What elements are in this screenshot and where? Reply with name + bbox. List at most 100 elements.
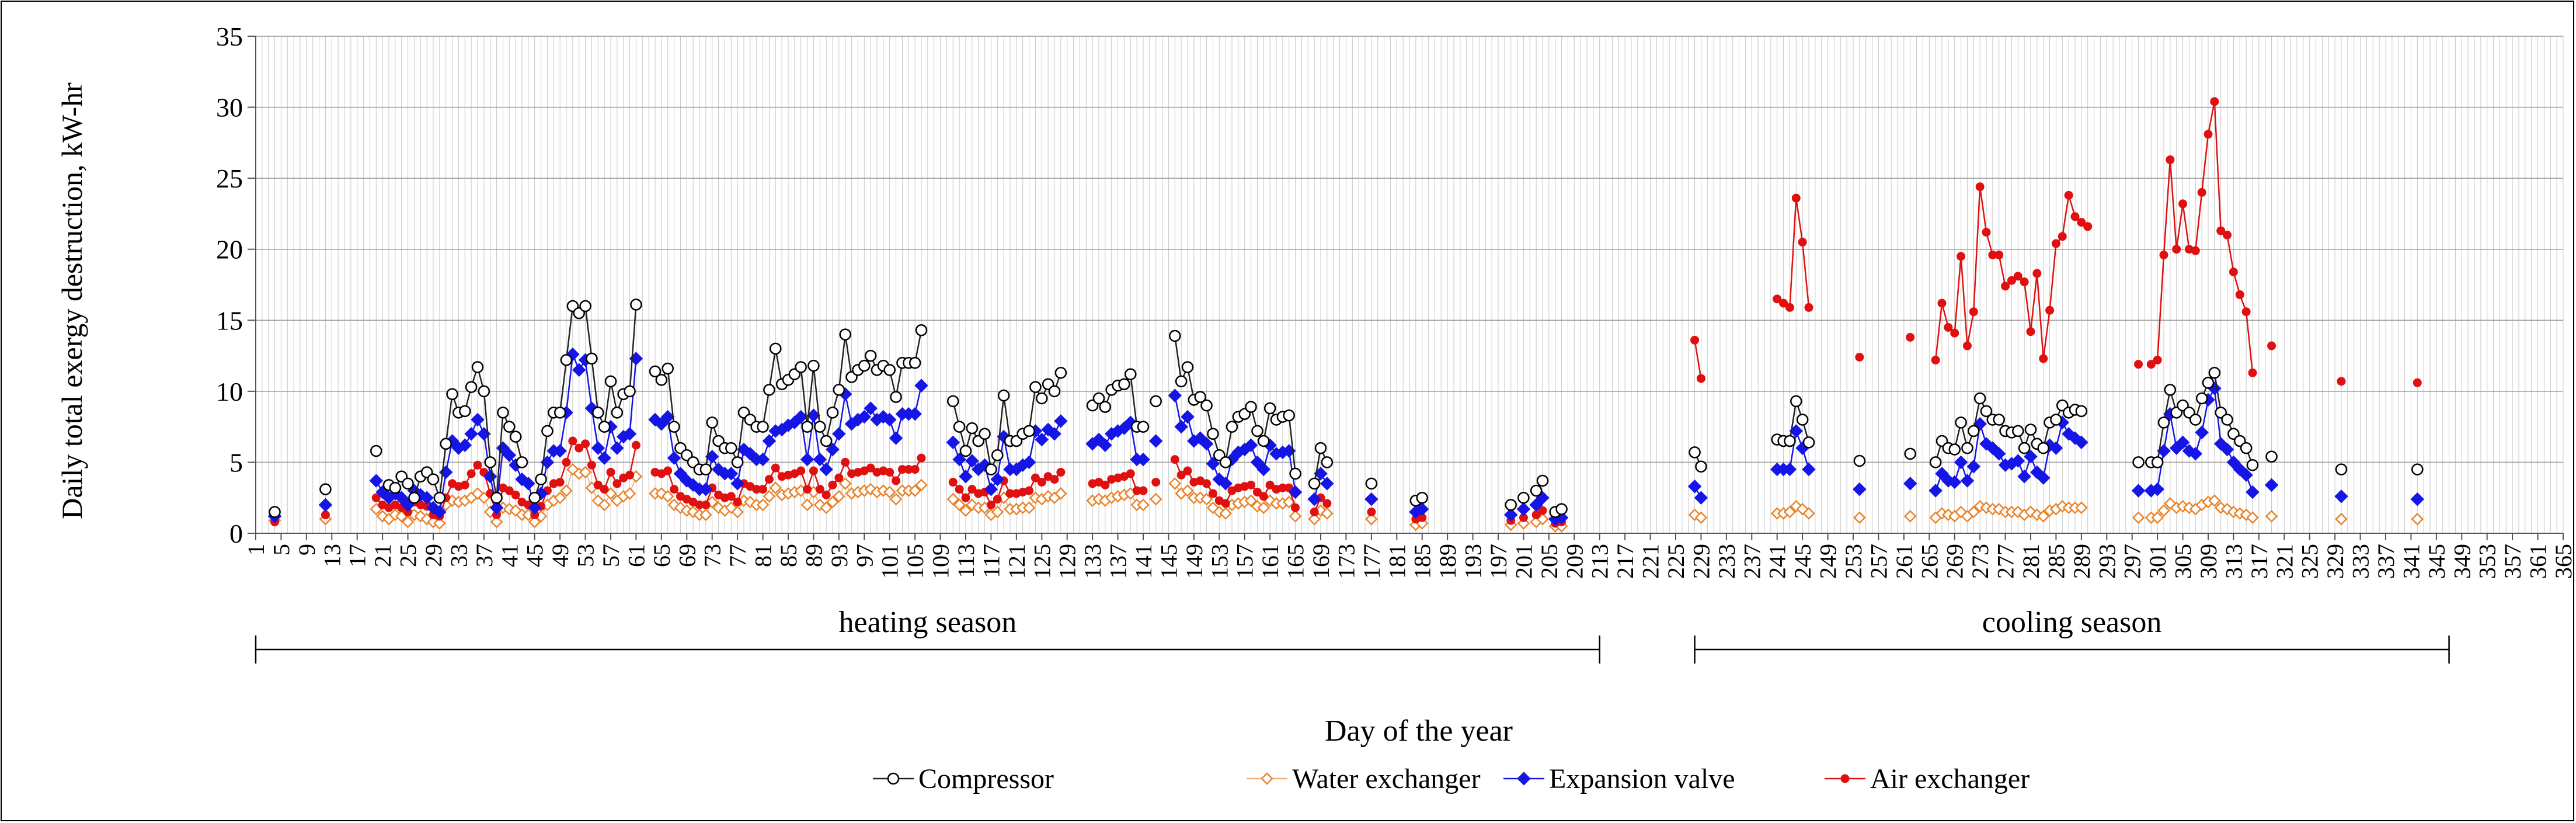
x-tick-label: 317 xyxy=(2246,544,2272,579)
data-point xyxy=(670,485,679,494)
data-point xyxy=(2239,468,2253,482)
data-point xyxy=(803,485,812,494)
data-point xyxy=(370,445,382,457)
x-tick-label: 253 xyxy=(1840,544,1867,579)
data-point xyxy=(554,491,566,504)
data-point xyxy=(883,485,896,499)
data-point xyxy=(1031,473,1040,482)
data-point xyxy=(1906,332,1915,342)
data-point xyxy=(961,493,970,502)
data-point xyxy=(1194,391,1206,403)
legend-label: Water exchanger xyxy=(1292,763,1481,794)
y-tick-label: 0 xyxy=(229,519,243,548)
data-point xyxy=(832,427,846,441)
x-tick-label: 113 xyxy=(953,544,979,578)
data-point xyxy=(1251,425,1263,437)
data-point xyxy=(1022,501,1036,515)
data-point xyxy=(489,501,504,515)
data-point xyxy=(953,498,966,512)
data-point xyxy=(947,395,959,408)
data-point xyxy=(2188,447,2202,461)
x-tick-label: 81 xyxy=(750,544,777,567)
data-point xyxy=(841,457,850,467)
x-tick-label: 93 xyxy=(826,544,852,567)
data-point xyxy=(625,470,635,480)
data-point xyxy=(1307,492,1321,506)
data-point xyxy=(731,456,744,468)
data-point xyxy=(731,505,744,519)
data-point xyxy=(2037,442,2049,454)
data-point xyxy=(948,477,958,487)
y-tick-label: 5 xyxy=(229,447,243,477)
data-point xyxy=(826,407,839,419)
x-axis-label: Day of the year xyxy=(1325,714,1513,748)
data-point xyxy=(1200,492,1213,506)
data-point xyxy=(2064,190,2073,200)
data-point xyxy=(1181,361,1194,373)
data-point xyxy=(795,361,807,373)
data-point xyxy=(600,485,609,494)
data-point xyxy=(1695,460,1707,473)
x-tick-label: 181 xyxy=(1384,544,1410,579)
season-cooling-season: cooling season xyxy=(1694,606,2450,664)
data-point xyxy=(991,449,1004,461)
data-point xyxy=(1244,438,1258,452)
data-point xyxy=(401,515,415,529)
data-point xyxy=(1929,456,1942,468)
data-point xyxy=(408,491,420,504)
y-axis-label: Daily total exergy destruction, kW-hr xyxy=(55,82,88,519)
data-point xyxy=(2026,327,2035,336)
data-point xyxy=(1798,238,1807,247)
x-tick-label: 33 xyxy=(445,544,472,567)
x-tick-label: 117 xyxy=(978,544,1004,578)
data-point xyxy=(801,421,813,433)
data-point xyxy=(497,407,509,419)
data-point xyxy=(1694,491,1708,505)
data-point xyxy=(1036,392,1048,405)
x-tick-label: 245 xyxy=(1790,544,1816,579)
x-tick-label: 193 xyxy=(1460,544,1487,579)
data-point xyxy=(1505,499,1517,511)
data-point xyxy=(813,452,827,467)
x-tick-label: 141 xyxy=(1130,544,1157,579)
data-point xyxy=(771,463,780,473)
data-point xyxy=(1853,482,1867,496)
data-point xyxy=(2334,489,2348,503)
data-point xyxy=(2132,456,2145,468)
data-point xyxy=(433,491,446,504)
data-point xyxy=(402,477,414,490)
legend-item: Compressor xyxy=(873,763,1054,794)
data-point xyxy=(1151,477,1161,487)
data-point xyxy=(581,439,590,449)
x-tick-label: 177 xyxy=(1359,544,1385,579)
data-point xyxy=(1993,414,2005,426)
data-point xyxy=(1149,492,1162,506)
data-point xyxy=(910,465,920,474)
x-tick-label: 61 xyxy=(623,544,649,567)
data-point xyxy=(1219,477,1233,491)
data-point xyxy=(1973,392,1986,405)
x-tick-label: 325 xyxy=(2297,544,2323,579)
data-point xyxy=(2070,212,2080,221)
x-tick-label: 281 xyxy=(2018,544,2044,579)
data-point xyxy=(991,505,1004,519)
data-point xyxy=(2197,187,2206,197)
data-point xyxy=(1785,303,1794,312)
data-point xyxy=(369,474,383,488)
data-point xyxy=(2131,484,2146,498)
data-point xyxy=(1257,501,1270,515)
data-point xyxy=(838,477,852,490)
x-tick-label: 53 xyxy=(573,544,599,567)
data-point xyxy=(511,490,520,499)
data-point xyxy=(1982,228,1991,237)
x-tick-label: 257 xyxy=(1865,544,1892,579)
x-tick-label: 157 xyxy=(1232,544,1258,579)
data-point xyxy=(610,441,624,455)
data-point xyxy=(1244,494,1258,507)
data-point xyxy=(611,407,624,419)
data-point xyxy=(1252,487,1262,496)
data-point xyxy=(612,479,622,488)
data-point xyxy=(966,422,979,435)
